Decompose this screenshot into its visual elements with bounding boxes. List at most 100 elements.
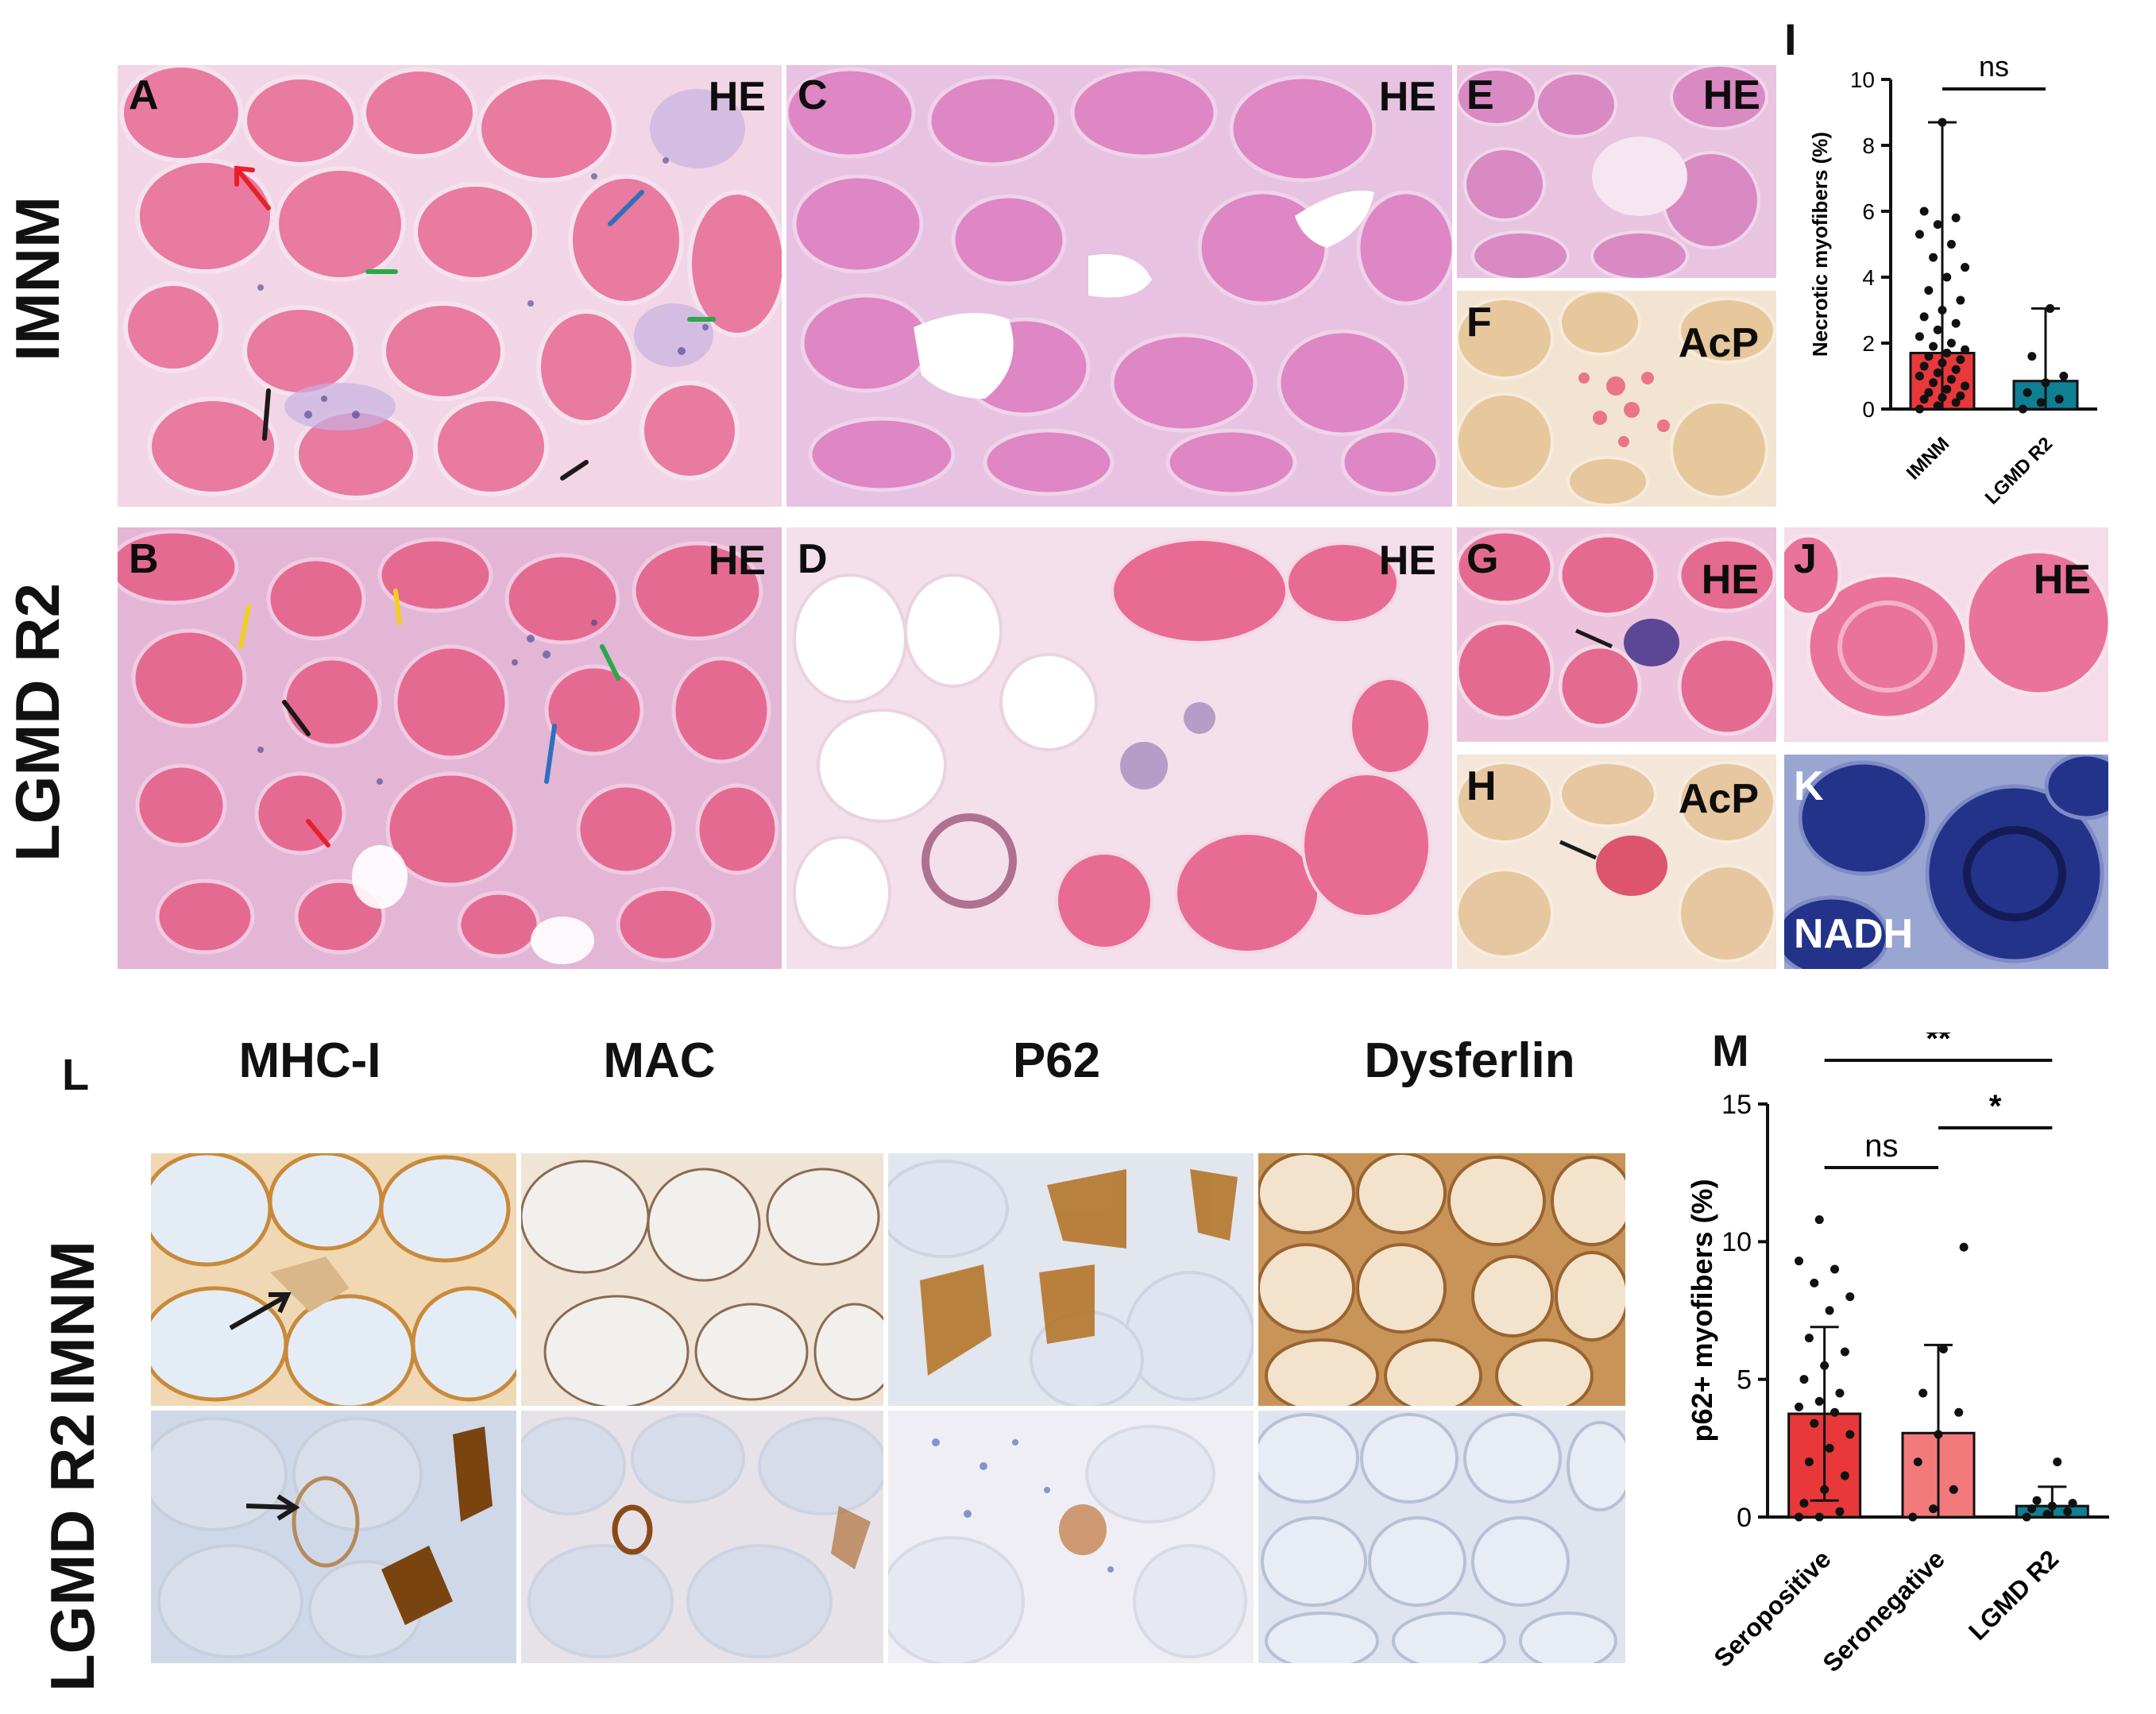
- data-point: [2059, 372, 2069, 380]
- significance-label: **: [1926, 1033, 1951, 1056]
- muscle-tissue-texture: [786, 65, 1452, 507]
- data-point: [1942, 384, 1952, 394]
- significance-label: ns: [1864, 1129, 1898, 1164]
- panel-m-bar-chart: 0 5 10 15 p62+ myofibers (%) SeropositiveSero…: [1686, 1033, 2109, 1677]
- row-label-ihc-imnm: IMNM: [37, 1241, 107, 1406]
- ihc-tissue-texture: [521, 1153, 883, 1406]
- ihc-lgmd-p62: [888, 1411, 1254, 1663]
- data-point: [1929, 1504, 1938, 1514]
- panel-a-he-micrograph: A HE: [118, 65, 782, 507]
- data-point: [2027, 1504, 2037, 1514]
- data-point: [1915, 404, 1924, 414]
- x-tick-label: LGMD R2: [1963, 1544, 2064, 1645]
- muscle-tissue-texture: [1457, 755, 1776, 969]
- data-point: [1908, 1512, 1918, 1522]
- data-point: [1840, 1471, 1849, 1480]
- x-tick-label: Seronegative: [1817, 1544, 1950, 1677]
- data-point: [2036, 398, 2046, 407]
- panel-letter-k: K: [1794, 763, 1824, 809]
- column-label-p62: P62: [1012, 1033, 1101, 1088]
- data-point: [1961, 345, 1970, 354]
- data-point: [1933, 325, 1942, 334]
- data-point: [1946, 240, 1956, 249]
- x-tick-label: IMNM: [1903, 433, 1953, 484]
- annotation-arrow: [245, 1494, 300, 1521]
- x-tick-label: LGMD R2: [1981, 433, 2057, 508]
- stain-label-he: HE: [1701, 557, 1759, 603]
- stain-label-acp: AcP: [1678, 320, 1759, 366]
- stain-label-he: HE: [1702, 72, 1760, 118]
- data-point: [2046, 303, 2055, 313]
- data-point: [1938, 118, 1947, 127]
- data-point: [2032, 1496, 2042, 1505]
- muscle-tissue-texture: [1784, 527, 2108, 742]
- annotation-arrow: [1574, 628, 1613, 649]
- muscle-tissue-texture: [1457, 65, 1776, 278]
- panel-letter-i: I: [1784, 14, 1797, 64]
- ihc-tissue-texture: [1258, 1153, 1625, 1406]
- data-point: [1961, 263, 1970, 272]
- panel-b-he-micrograph: B HE: [118, 527, 782, 969]
- ihc-lgmd-dysferlin: [1258, 1411, 1625, 1663]
- column-label-dysferlin: Dysferlin: [1364, 1033, 1575, 1088]
- panel-letter-g: G: [1466, 536, 1499, 582]
- ihc-tissue-texture: [888, 1153, 1254, 1406]
- data-point: [1924, 286, 1934, 295]
- data-point: [1929, 342, 1938, 351]
- data-point: [1933, 401, 1942, 411]
- data-point: [1799, 1499, 1809, 1508]
- stain-label-he: HE: [2033, 557, 2091, 603]
- annotation-arrow: [229, 1292, 292, 1330]
- data-point: [1810, 1419, 1819, 1428]
- stain-label-he: HE: [1378, 538, 1436, 584]
- ihc-tissue-texture: [1258, 1411, 1625, 1663]
- data-point: [1934, 1430, 1943, 1439]
- significance-label: ns: [1979, 50, 2009, 83]
- panel-letter-c: C: [798, 72, 828, 118]
- data-point: [1938, 306, 1947, 315]
- y-tick-label: 10: [1850, 68, 1875, 92]
- ihc-imnm-dysferlin: [1258, 1153, 1625, 1406]
- data-point: [1835, 1388, 1845, 1398]
- data-point: [1929, 378, 1938, 388]
- panel-j-he-micrograph: J HE: [1784, 527, 2108, 742]
- muscle-tissue-texture: [786, 527, 1452, 969]
- ihc-imnm-mac: [521, 1153, 883, 1406]
- panel-letter-l: L: [62, 1049, 90, 1099]
- data-point: [1951, 213, 1961, 222]
- data-point: [1830, 1264, 1840, 1274]
- data-point: [2022, 1512, 2031, 1522]
- data-point: [1959, 1242, 1969, 1252]
- data-point: [1845, 1292, 1855, 1302]
- data-point: [1810, 1278, 1819, 1287]
- y-tick-label: 0: [1737, 1503, 1752, 1533]
- data-point: [1956, 355, 1965, 365]
- data-point: [1825, 1306, 1834, 1315]
- ihc-tissue-texture: [151, 1411, 516, 1663]
- muscle-tissue-texture: [1457, 291, 1776, 507]
- ihc-lgmd-mhc-i: [151, 1411, 516, 1663]
- data-point: [1915, 332, 1924, 342]
- data-point: [1825, 1443, 1834, 1453]
- data-point: [1956, 295, 1965, 305]
- data-point: [1924, 352, 1934, 361]
- ihc-lgmd-mac: [521, 1411, 883, 1663]
- panel-f-acp-micrograph: F AcP: [1457, 291, 1776, 507]
- data-point: [1951, 365, 1961, 374]
- data-point: [1795, 1512, 1804, 1522]
- data-point: [1951, 398, 1961, 407]
- muscle-tissue-texture: [1784, 755, 2108, 969]
- data-point: [1840, 1347, 1849, 1357]
- data-point: [1915, 230, 1924, 239]
- data-point: [1933, 220, 1942, 230]
- ihc-tissue-texture: [888, 1411, 1254, 1663]
- muscle-tissue-texture: [1457, 527, 1776, 742]
- ihc-imnm-p62: [888, 1153, 1254, 1406]
- data-point: [1820, 1484, 1830, 1494]
- row-label-lgmd-r2: LGMD R2: [2, 583, 72, 862]
- annotation-arrows: [238, 589, 620, 847]
- muscle-tissue-texture: [118, 527, 782, 969]
- data-point: [1919, 395, 1929, 404]
- data-point: [1929, 253, 1938, 262]
- stain-label-he: HE: [1378, 74, 1436, 120]
